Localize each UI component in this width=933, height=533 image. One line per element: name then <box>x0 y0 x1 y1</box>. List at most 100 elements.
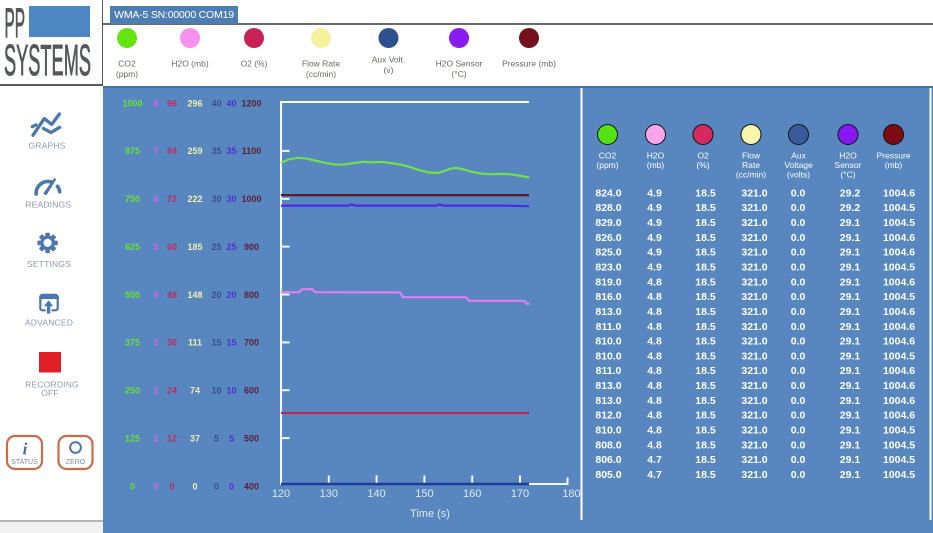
svg-text:4.8: 4.8 <box>647 425 662 437</box>
svg-text:29.1: 29.1 <box>840 439 861 451</box>
svg-text:0.0: 0.0 <box>791 262 806 274</box>
svg-text:810.0: 810.0 <box>595 336 621 348</box>
svg-text:STATUS: STATUS <box>11 459 38 466</box>
svg-text:0: 0 <box>169 481 174 491</box>
svg-text:130: 130 <box>320 488 338 500</box>
svg-text:4.9: 4.9 <box>647 217 662 229</box>
svg-text:0.0: 0.0 <box>791 469 806 481</box>
svg-text:84: 84 <box>167 146 177 156</box>
svg-text:96: 96 <box>167 98 177 108</box>
svg-text:18.5: 18.5 <box>695 232 716 244</box>
svg-text:29.1: 29.1 <box>840 217 861 229</box>
svg-text:806.0: 806.0 <box>595 454 621 466</box>
svg-text:4.9: 4.9 <box>647 262 662 274</box>
svg-text:10: 10 <box>211 386 221 396</box>
svg-text:29.1: 29.1 <box>840 276 861 288</box>
svg-text:37: 37 <box>190 433 200 443</box>
svg-text:35: 35 <box>211 146 221 156</box>
svg-text:29.1: 29.1 <box>840 395 861 407</box>
svg-text:Voltage: Voltage <box>784 160 813 170</box>
svg-text:29.1: 29.1 <box>840 380 861 392</box>
svg-text:(mb): (mb) <box>647 160 665 170</box>
svg-text:0.0: 0.0 <box>791 291 806 303</box>
svg-text:321.0: 321.0 <box>741 439 767 451</box>
svg-text:150: 150 <box>415 488 433 500</box>
svg-text:0.0: 0.0 <box>791 336 806 348</box>
svg-text:0.0: 0.0 <box>791 321 806 333</box>
svg-text:29.1: 29.1 <box>840 247 861 259</box>
svg-text:0.0: 0.0 <box>791 187 806 199</box>
svg-text:140: 140 <box>367 488 385 500</box>
svg-text:0.0: 0.0 <box>791 247 806 259</box>
svg-text:36: 36 <box>167 338 177 348</box>
svg-text:1004.5: 1004.5 <box>883 350 915 362</box>
svg-text:1004.5: 1004.5 <box>883 291 915 303</box>
svg-text:SYSTEMS: SYSTEMS <box>4 36 91 84</box>
svg-text:1004.6: 1004.6 <box>883 395 915 407</box>
svg-text:0.0: 0.0 <box>791 395 806 407</box>
svg-text:120: 120 <box>272 488 290 500</box>
svg-text:321.0: 321.0 <box>741 336 767 348</box>
svg-text:ADVANCED: ADVANCED <box>25 318 73 328</box>
svg-text:18.5: 18.5 <box>695 291 716 303</box>
svg-text:20: 20 <box>211 290 221 300</box>
svg-text:500: 500 <box>125 290 140 300</box>
svg-text:0.0: 0.0 <box>791 306 806 318</box>
svg-text:1004.5: 1004.5 <box>883 425 915 437</box>
svg-text:29.1: 29.1 <box>840 365 861 377</box>
svg-text:29.1: 29.1 <box>840 469 861 481</box>
svg-text:4.8: 4.8 <box>647 395 662 407</box>
svg-text:600: 600 <box>244 386 259 396</box>
svg-text:808.0: 808.0 <box>595 439 621 451</box>
svg-text:824.0: 824.0 <box>595 187 621 199</box>
svg-text:0: 0 <box>153 481 158 491</box>
svg-text:1100: 1100 <box>242 146 262 156</box>
svg-text:4.8: 4.8 <box>647 350 662 362</box>
svg-text:170: 170 <box>511 488 529 500</box>
svg-text:READINGS: READINGS <box>25 200 71 210</box>
svg-text:(ppm): (ppm) <box>116 69 138 79</box>
svg-text:(v): (v) <box>384 65 394 75</box>
svg-text:PP: PP <box>5 0 26 46</box>
svg-text:H2O: H2O <box>839 150 857 160</box>
svg-text:1200: 1200 <box>241 98 261 108</box>
svg-text:1004.5: 1004.5 <box>883 469 915 481</box>
svg-text:18.5: 18.5 <box>695 217 716 229</box>
svg-text:H2O: H2O <box>647 150 665 160</box>
svg-text:500: 500 <box>244 433 259 443</box>
svg-text:0.0: 0.0 <box>791 365 806 377</box>
svg-text:Aux: Aux <box>791 150 806 160</box>
svg-text:1004.5: 1004.5 <box>883 217 915 229</box>
svg-text:5: 5 <box>229 433 234 443</box>
svg-text:(ppm): (ppm) <box>596 160 618 170</box>
svg-text:148: 148 <box>187 290 202 300</box>
svg-text:18.5: 18.5 <box>695 395 716 407</box>
svg-text:321.0: 321.0 <box>741 425 767 437</box>
svg-text:4.9: 4.9 <box>647 202 662 214</box>
svg-text:18.5: 18.5 <box>695 306 716 318</box>
svg-text:321.0: 321.0 <box>741 262 767 274</box>
svg-text:0.0: 0.0 <box>791 439 806 451</box>
svg-text:321.0: 321.0 <box>741 232 767 244</box>
svg-text:700: 700 <box>244 338 259 348</box>
svg-text:4.9: 4.9 <box>647 187 662 199</box>
svg-text:CO2: CO2 <box>599 150 617 160</box>
svg-text:0.0: 0.0 <box>791 454 806 466</box>
svg-text:O2 (%): O2 (%) <box>241 59 268 69</box>
svg-text:29.1: 29.1 <box>840 425 861 437</box>
svg-text:819.0: 819.0 <box>595 276 621 288</box>
svg-text:25: 25 <box>226 242 236 252</box>
svg-text:321.0: 321.0 <box>741 202 767 214</box>
svg-text:74: 74 <box>190 386 200 396</box>
svg-text:0.0: 0.0 <box>791 217 806 229</box>
svg-text:4.8: 4.8 <box>647 439 662 451</box>
svg-text:Flow: Flow <box>742 150 761 160</box>
svg-text:1004.6: 1004.6 <box>883 380 915 392</box>
svg-text:29.1: 29.1 <box>840 262 861 274</box>
svg-text:48: 48 <box>167 290 177 300</box>
svg-text:1000: 1000 <box>241 194 261 204</box>
svg-text:160: 160 <box>463 488 481 500</box>
svg-text:826.0: 826.0 <box>595 232 621 244</box>
svg-text:321.0: 321.0 <box>741 469 767 481</box>
svg-text:18.5: 18.5 <box>695 454 716 466</box>
